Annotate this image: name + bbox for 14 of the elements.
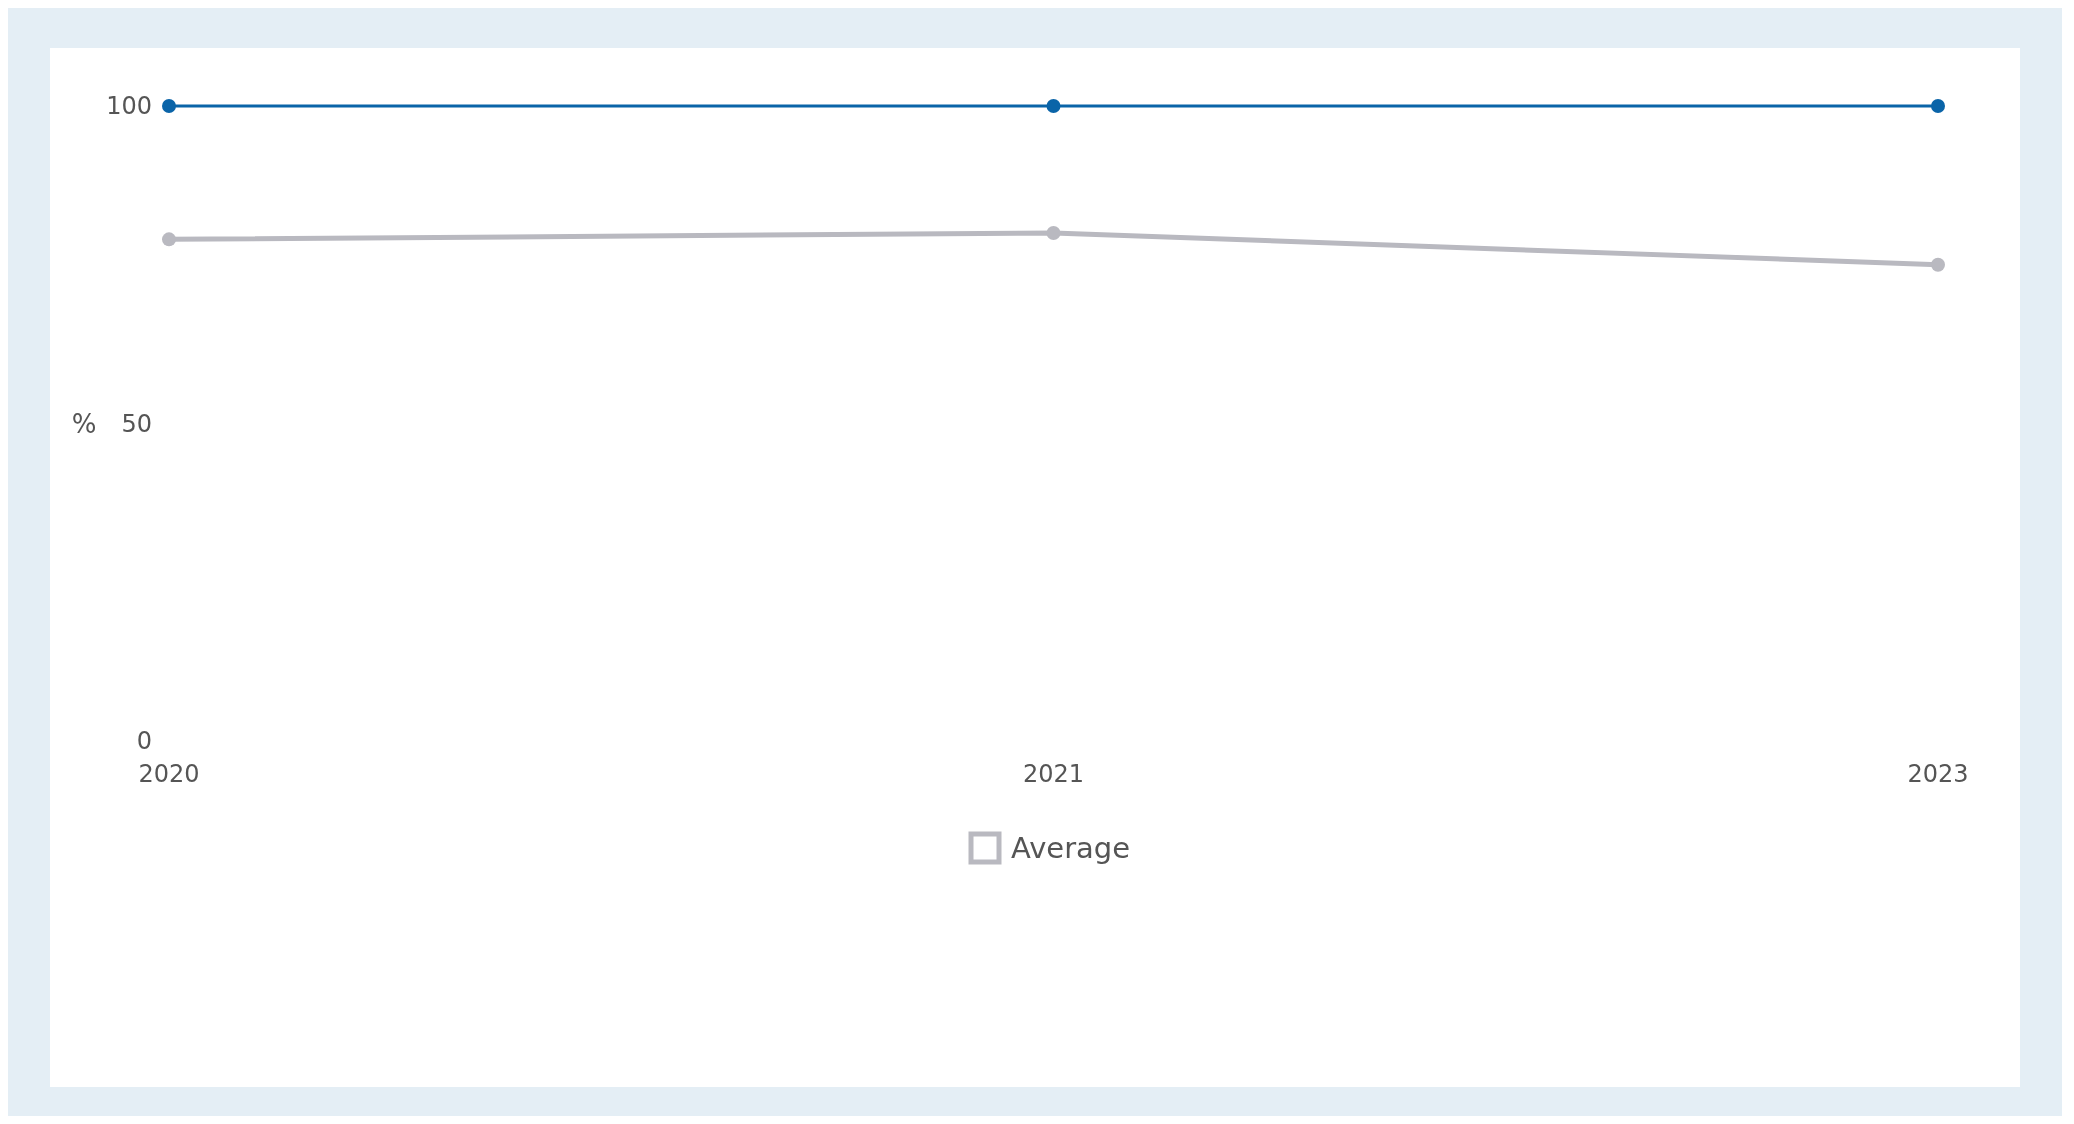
- y-tick-label: 100: [106, 92, 152, 121]
- x-tick-label: 2020: [138, 760, 200, 788]
- point: [1046, 99, 1061, 113]
- point: [162, 99, 176, 113]
- x-tick-label: 2023: [1907, 760, 1969, 788]
- point: [1931, 257, 1945, 272]
- y-tick-label: 0: [136, 727, 152, 756]
- point: [1046, 226, 1061, 240]
- y-axis-title: %: [71, 408, 97, 439]
- point: [162, 232, 176, 247]
- legend-label: Average: [1011, 831, 1131, 866]
- x-tick-label: 2021: [1022, 760, 1085, 788]
- y-tick-label: 50: [121, 409, 152, 438]
- point: [1931, 99, 1945, 113]
